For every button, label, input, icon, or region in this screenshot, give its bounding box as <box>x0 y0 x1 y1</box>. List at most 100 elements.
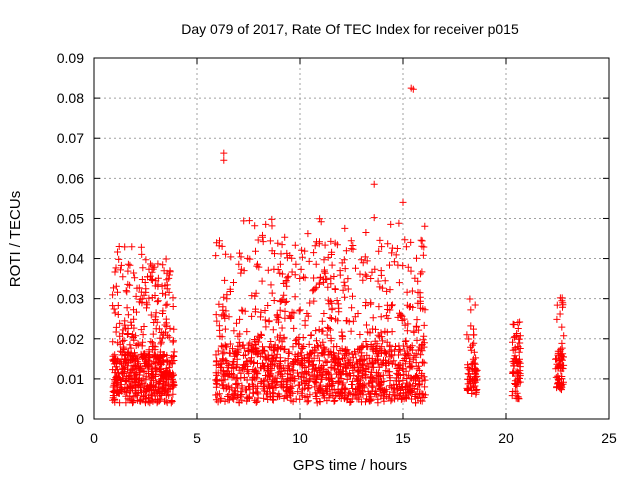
data-point <box>363 321 370 329</box>
data-point <box>233 319 240 327</box>
data-point <box>276 354 284 362</box>
data-point <box>402 243 410 251</box>
data-point <box>120 368 128 376</box>
data-points <box>109 84 568 407</box>
data-point <box>159 289 167 297</box>
data-point <box>222 307 230 315</box>
data-point <box>119 326 127 334</box>
data-point <box>509 338 516 346</box>
data-point <box>347 362 355 369</box>
data-point <box>278 324 286 332</box>
data-point <box>148 392 156 400</box>
data-point <box>391 360 399 368</box>
data-point <box>469 376 477 384</box>
data-point <box>221 325 229 333</box>
data-point <box>221 312 228 320</box>
data-point <box>142 394 150 402</box>
data-point <box>509 369 517 377</box>
data-point <box>388 244 396 252</box>
data-point <box>509 346 517 354</box>
data-point <box>311 367 319 375</box>
data-point <box>126 281 134 289</box>
data-point <box>153 298 161 306</box>
data-point <box>515 348 523 356</box>
chart-title: Day 079 of 2017, Rate Of TEC Index for r… <box>181 21 519 37</box>
data-point <box>352 391 360 399</box>
data-point <box>149 397 157 405</box>
data-point <box>120 336 128 344</box>
data-point <box>384 240 392 248</box>
data-point <box>226 340 234 348</box>
data-point <box>415 375 423 383</box>
data-point <box>420 243 428 251</box>
data-point <box>324 296 332 304</box>
data-point <box>215 390 223 398</box>
data-point <box>516 367 524 375</box>
data-point <box>323 358 331 366</box>
data-point <box>237 253 245 261</box>
data-point <box>386 286 394 294</box>
data-point <box>349 245 357 253</box>
data-point <box>268 215 276 223</box>
data-point <box>333 343 341 350</box>
data-point <box>288 254 296 262</box>
data-point <box>237 388 245 396</box>
y-tick-label: 0.03 <box>57 291 84 307</box>
data-point <box>292 337 300 345</box>
data-point <box>220 156 228 164</box>
data-point <box>306 391 314 399</box>
data-point <box>367 275 375 282</box>
data-point <box>350 390 358 398</box>
data-point <box>403 288 411 296</box>
data-point <box>554 351 562 359</box>
data-point <box>326 351 334 359</box>
data-point <box>148 268 156 276</box>
data-point <box>149 387 157 394</box>
data-point <box>238 306 246 314</box>
data-point <box>419 358 427 366</box>
data-point <box>306 375 314 383</box>
data-point <box>408 395 415 403</box>
data-point <box>227 288 234 295</box>
data-point <box>417 351 425 359</box>
data-point <box>360 384 368 392</box>
data-point <box>230 358 238 366</box>
data-point <box>347 237 355 245</box>
data-point <box>290 324 298 332</box>
data-point <box>218 376 226 384</box>
data-point <box>243 393 251 401</box>
data-point <box>337 389 345 397</box>
data-point <box>292 260 300 268</box>
data-point <box>376 386 384 394</box>
data-point <box>279 377 287 385</box>
data-point <box>334 366 342 374</box>
data-point <box>255 263 263 271</box>
data-point <box>270 265 278 273</box>
data-point <box>393 369 401 377</box>
data-point <box>558 373 566 380</box>
data-point <box>394 394 402 402</box>
data-point <box>233 394 241 401</box>
data-point <box>412 380 419 388</box>
data-point <box>269 396 277 404</box>
data-point <box>343 375 351 383</box>
data-point <box>285 348 293 356</box>
data-point <box>213 371 221 379</box>
data-point <box>363 272 371 280</box>
data-point <box>141 381 149 389</box>
data-point <box>122 287 130 295</box>
data-point <box>237 269 245 277</box>
y-tick-labels: 0 0.01 0.02 0.03 0.04 0.05 0.06 0.07 0.08 0.09 <box>57 50 84 427</box>
data-point <box>342 360 350 368</box>
data-point <box>159 261 167 269</box>
data-point <box>212 383 220 391</box>
data-point <box>123 383 131 391</box>
data-point <box>303 351 311 359</box>
data-point <box>142 288 150 296</box>
data-point <box>220 348 228 356</box>
data-point <box>323 331 331 339</box>
data-point <box>290 358 298 365</box>
data-point <box>157 340 165 348</box>
data-point <box>252 247 259 255</box>
data-point <box>151 343 159 351</box>
